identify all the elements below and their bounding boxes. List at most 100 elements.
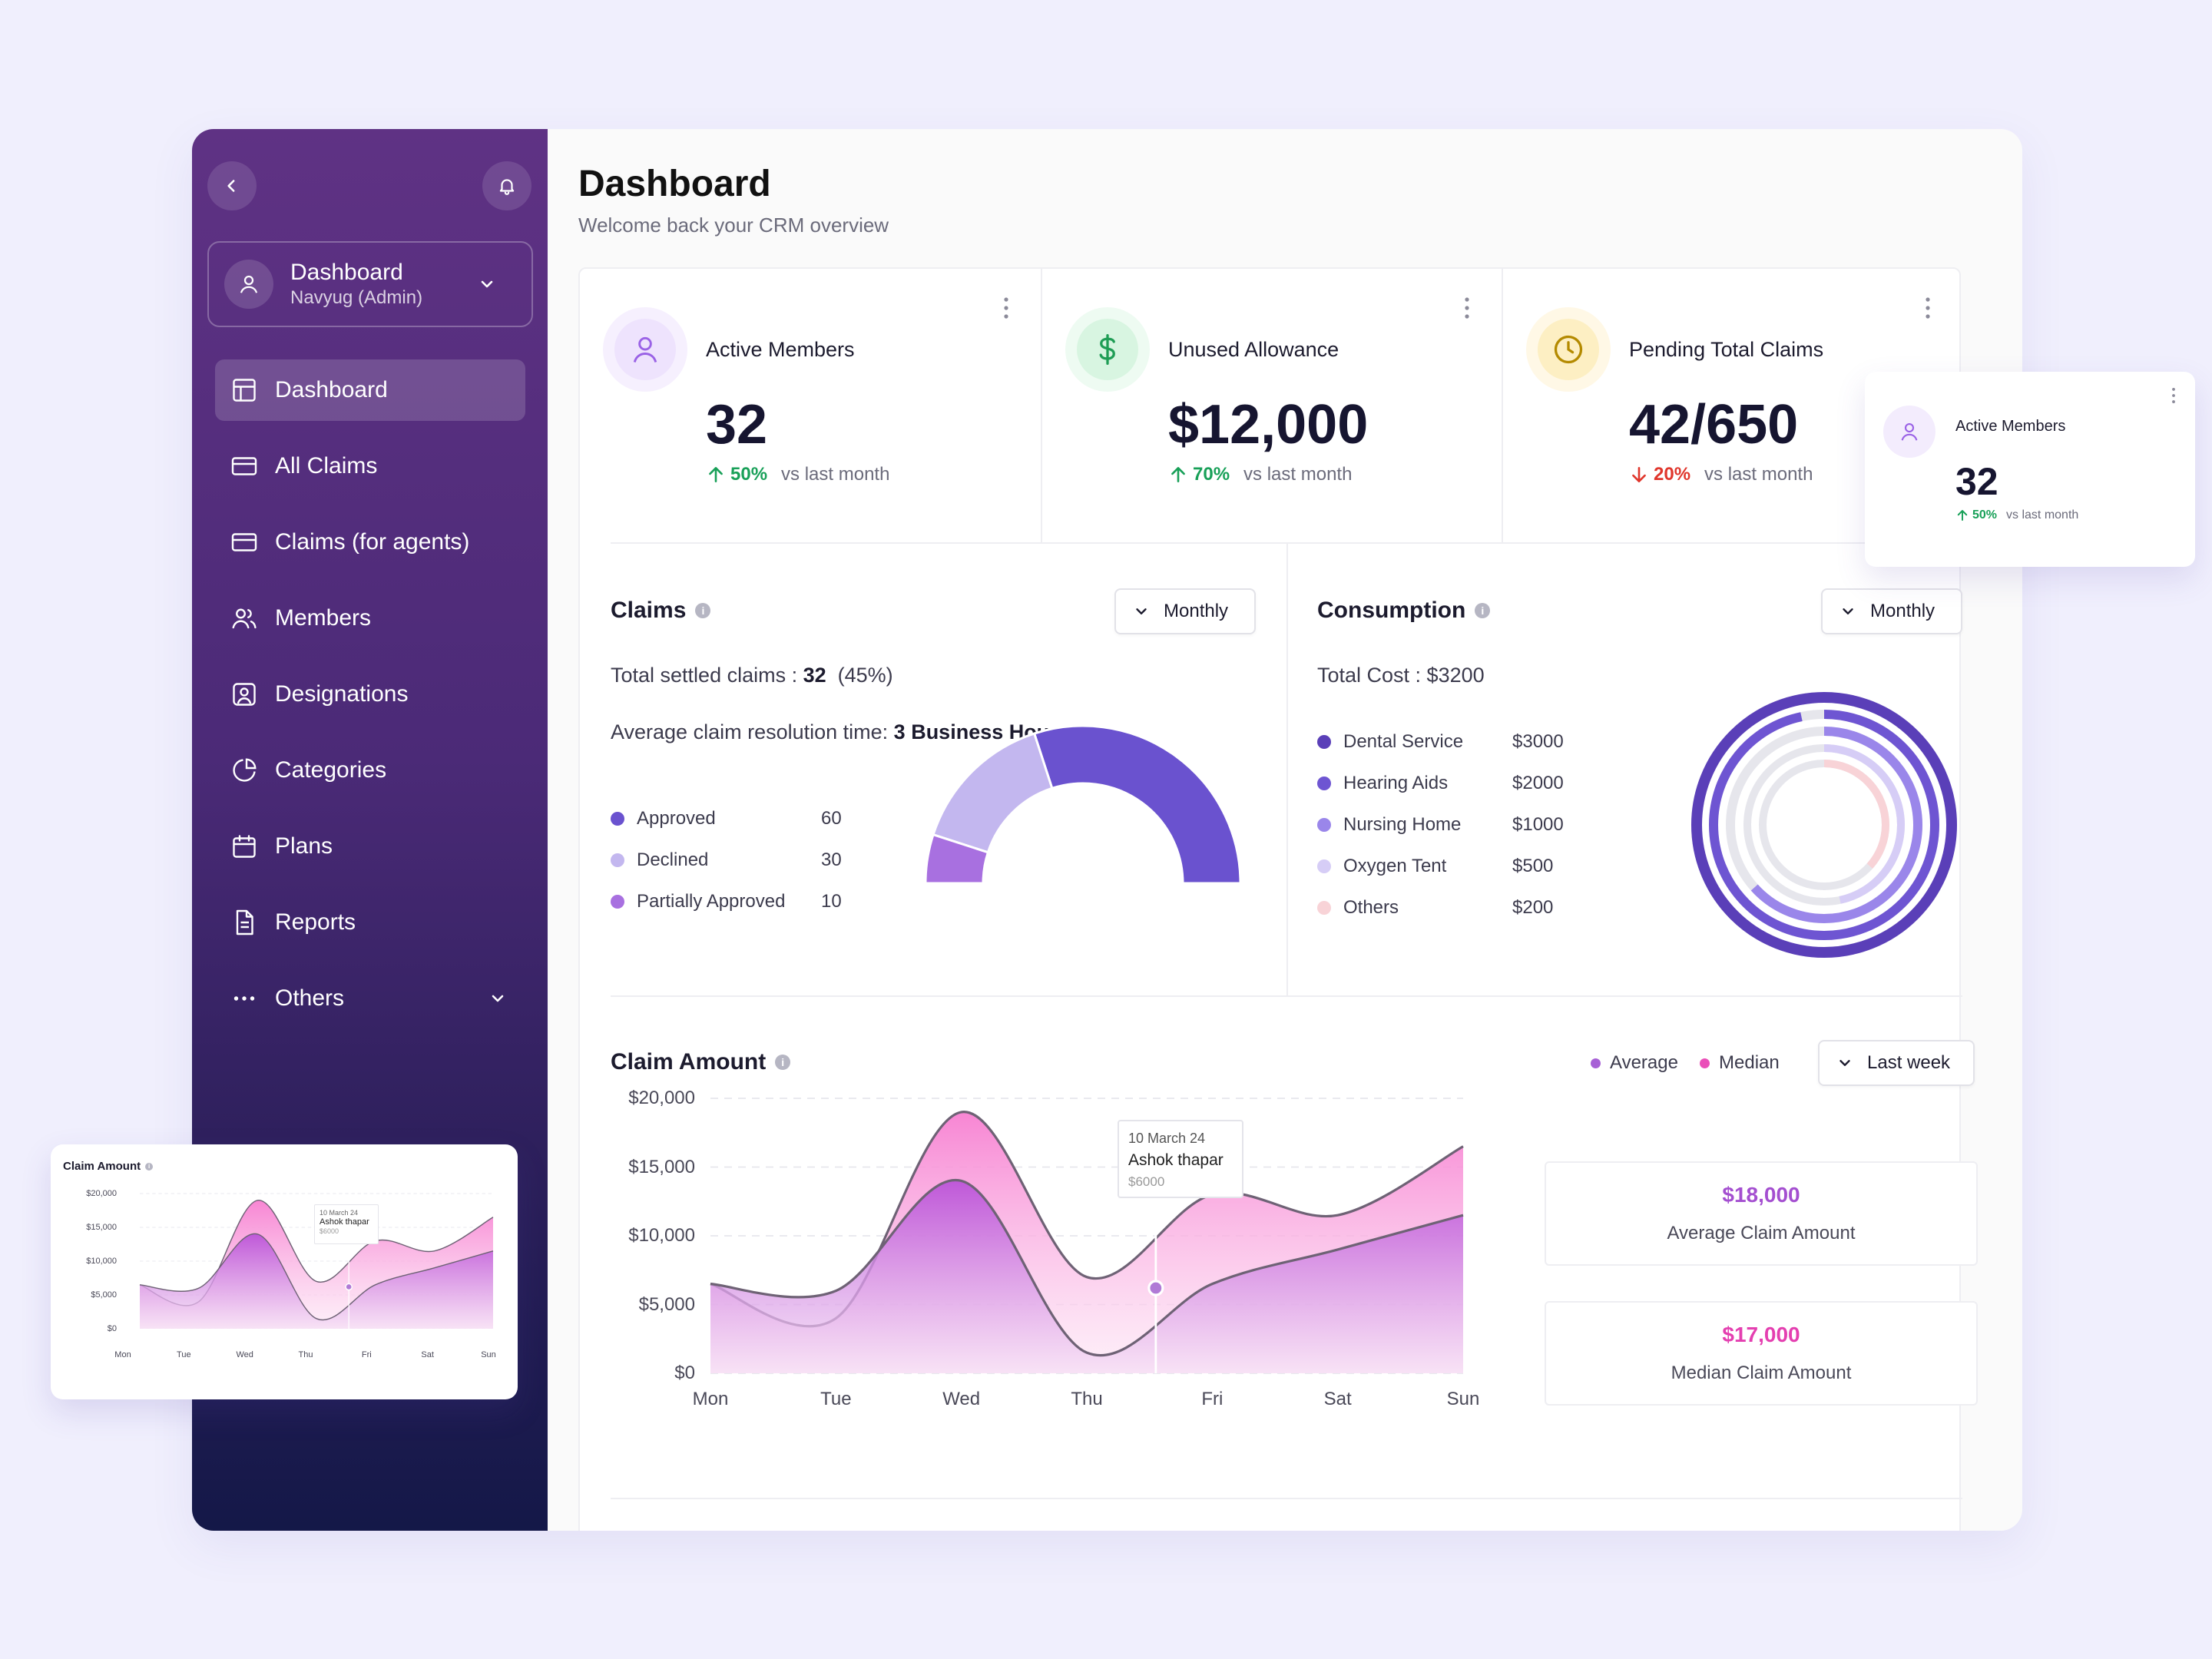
main-content: Dashboard Welcome back your CRM overview… [548, 129, 2022, 1531]
legend-median: Median [1700, 1052, 1780, 1074]
mini-tooltip-date: 10 March 24 [320, 1209, 359, 1217]
average-claim-amount-card: $18,000 Average Claim Amount [1545, 1161, 1978, 1266]
x-tick-label: Tue [820, 1389, 852, 1409]
legend-label: Oxygen Tent [1343, 856, 1447, 876]
floating-stat-card: Active Members 32 50% vs last month [1865, 372, 2195, 567]
more-icon [233, 996, 255, 1001]
dashboard-panel: Active Members 32 50% vs last month [578, 267, 1978, 1531]
stat-trend-compare: vs last month [2006, 508, 2079, 522]
stat-icon-wrap [1065, 307, 1150, 392]
claims-period-select[interactable]: Monthly [1114, 588, 1256, 634]
legend-dot [1317, 901, 1331, 915]
tooltip-point[interactable] [1147, 1280, 1164, 1296]
sidebar-item-others[interactable]: Others [215, 968, 525, 1029]
chart-tooltip: 10 March 24 Ashok thapar $6000 [1118, 1120, 1243, 1198]
claims-settled-text: Total settled claims : 32 (45%) [611, 664, 893, 687]
stat-trend: 50% vs last month [1955, 508, 2078, 522]
profile-name: Dashboard [290, 260, 403, 285]
card-icon [231, 457, 257, 475]
legend-label: Hearing Aids [1343, 773, 1449, 793]
ring-others [1759, 760, 1889, 890]
more-options-icon[interactable] [1002, 296, 1010, 320]
sidebar-nav: Dashboard All Claims Claims (for agents)… [215, 359, 525, 1044]
legend-item: Oxygen Tent [1317, 856, 1446, 877]
series-area-median [140, 1233, 493, 1329]
info-icon[interactable]: i [695, 603, 711, 618]
legend-value: $200 [1512, 897, 1554, 918]
legend-dot [1317, 859, 1331, 873]
stat-trend-compare: vs last month [781, 464, 890, 485]
stat-card-unused-allowance: Unused Allowance $12,000 70% vs last mon… [1042, 269, 1502, 542]
more-options-icon[interactable] [1924, 296, 1932, 320]
clock-icon [1554, 335, 1583, 364]
legend-label: Approved [637, 808, 716, 829]
sidebar-item-label: Dashboard [275, 377, 388, 402]
stat-trend-percent: 20% [1654, 464, 1691, 485]
sidebar-item-label: Members [275, 605, 372, 631]
stat-trend: 50% vs last month [706, 464, 889, 485]
legend-label: Declined [637, 849, 709, 870]
legend-item: Approved [611, 808, 716, 830]
settled-label: Total settled claims : [611, 664, 803, 687]
sidebar-item-claims-agents[interactable]: Claims (for agents) [215, 512, 525, 573]
stat-cards: Active Members 32 50% vs last month [580, 269, 1959, 542]
series-line-median [139, 1233, 494, 1321]
consumption-title-text: Consumption [1317, 598, 1466, 623]
x-tick-label: Fri [361, 1350, 372, 1359]
collapse-sidebar-button[interactable] [207, 161, 257, 210]
document-icon [236, 909, 253, 935]
more-options-icon[interactable] [1463, 296, 1471, 320]
legend-dot [611, 895, 624, 909]
legend-dot [611, 853, 624, 867]
y-tick-label: $20,000 [86, 1189, 117, 1198]
legend-item: Declined [611, 849, 708, 871]
legend-item: Partially Approved [611, 891, 785, 912]
median-claim-amount-card: $17,000 Median Claim Amount [1545, 1301, 1978, 1406]
x-tick-label: Thu [298, 1350, 313, 1359]
chevron-down-icon [492, 995, 504, 1002]
info-icon[interactable]: i [775, 1055, 791, 1070]
sidebar-item-designations[interactable]: Designations [215, 664, 525, 725]
stat-trend-percent: 70% [1193, 464, 1230, 485]
claims-period-value: Monthly [1164, 601, 1229, 621]
ring-hearing-aids [1709, 710, 1939, 940]
profile-switcher[interactable]: Dashboard Navyug (Admin) [207, 241, 533, 327]
profile-role: Navyug (Admin) [290, 287, 423, 308]
sidebar-item-plans[interactable]: Plans [215, 816, 525, 877]
stat-label: Active Members [1955, 418, 2066, 435]
settled-pct: (45%) [837, 664, 893, 687]
consumption-total: Total Cost : $3200 [1317, 664, 1485, 687]
series-line-median [710, 1178, 1464, 1357]
claim-amount-period-select[interactable]: Last week [1818, 1040, 1975, 1086]
legend-item: Hearing Aids [1317, 773, 1448, 794]
y-tick-label: $15,000 [628, 1156, 695, 1177]
sidebar-item-reports[interactable]: Reports [215, 892, 525, 953]
sidebar-item-label: Claims (for agents) [275, 529, 470, 555]
tooltip-date: 10 March 24 [1128, 1131, 1206, 1146]
mini-tooltip-name: Ashok thapar [320, 1217, 369, 1227]
mini-tooltip: 10 March 24 Ashok thapar $6000 [314, 1204, 379, 1244]
legend-value: $2000 [1512, 773, 1564, 793]
sidebar-item-dashboard[interactable]: Dashboard [215, 359, 525, 421]
y-tick-label: $20,000 [628, 1088, 695, 1108]
sidebar-item-categories[interactable]: Categories [215, 740, 525, 801]
legend-dot [1317, 735, 1331, 749]
stat-icon-wrap [1883, 406, 1936, 458]
arrow-up-icon [1171, 467, 1185, 482]
resolution-label: Average claim resolution time: [611, 720, 894, 743]
claim-amount-area-chart [710, 1098, 1464, 1374]
sidebar-item-label: Reports [275, 909, 356, 935]
notifications-button[interactable] [482, 161, 531, 210]
stat-value: 42/650 [1629, 394, 1799, 455]
sidebar-item-all-claims[interactable]: All Claims [215, 435, 525, 497]
legend-label: Others [1343, 897, 1399, 918]
more-options-icon[interactable] [2171, 387, 2177, 404]
consumption-period-select[interactable]: Monthly [1821, 588, 1962, 634]
sidebar-item-members[interactable]: Members [215, 588, 525, 649]
info-icon[interactable]: i [1475, 603, 1491, 618]
page-subtitle: Welcome back your CRM overview [578, 214, 889, 237]
chevron-left-icon [227, 180, 235, 192]
tooltip-point[interactable] [345, 1283, 353, 1291]
legend-dot [1317, 818, 1331, 832]
user-icon [633, 336, 657, 363]
